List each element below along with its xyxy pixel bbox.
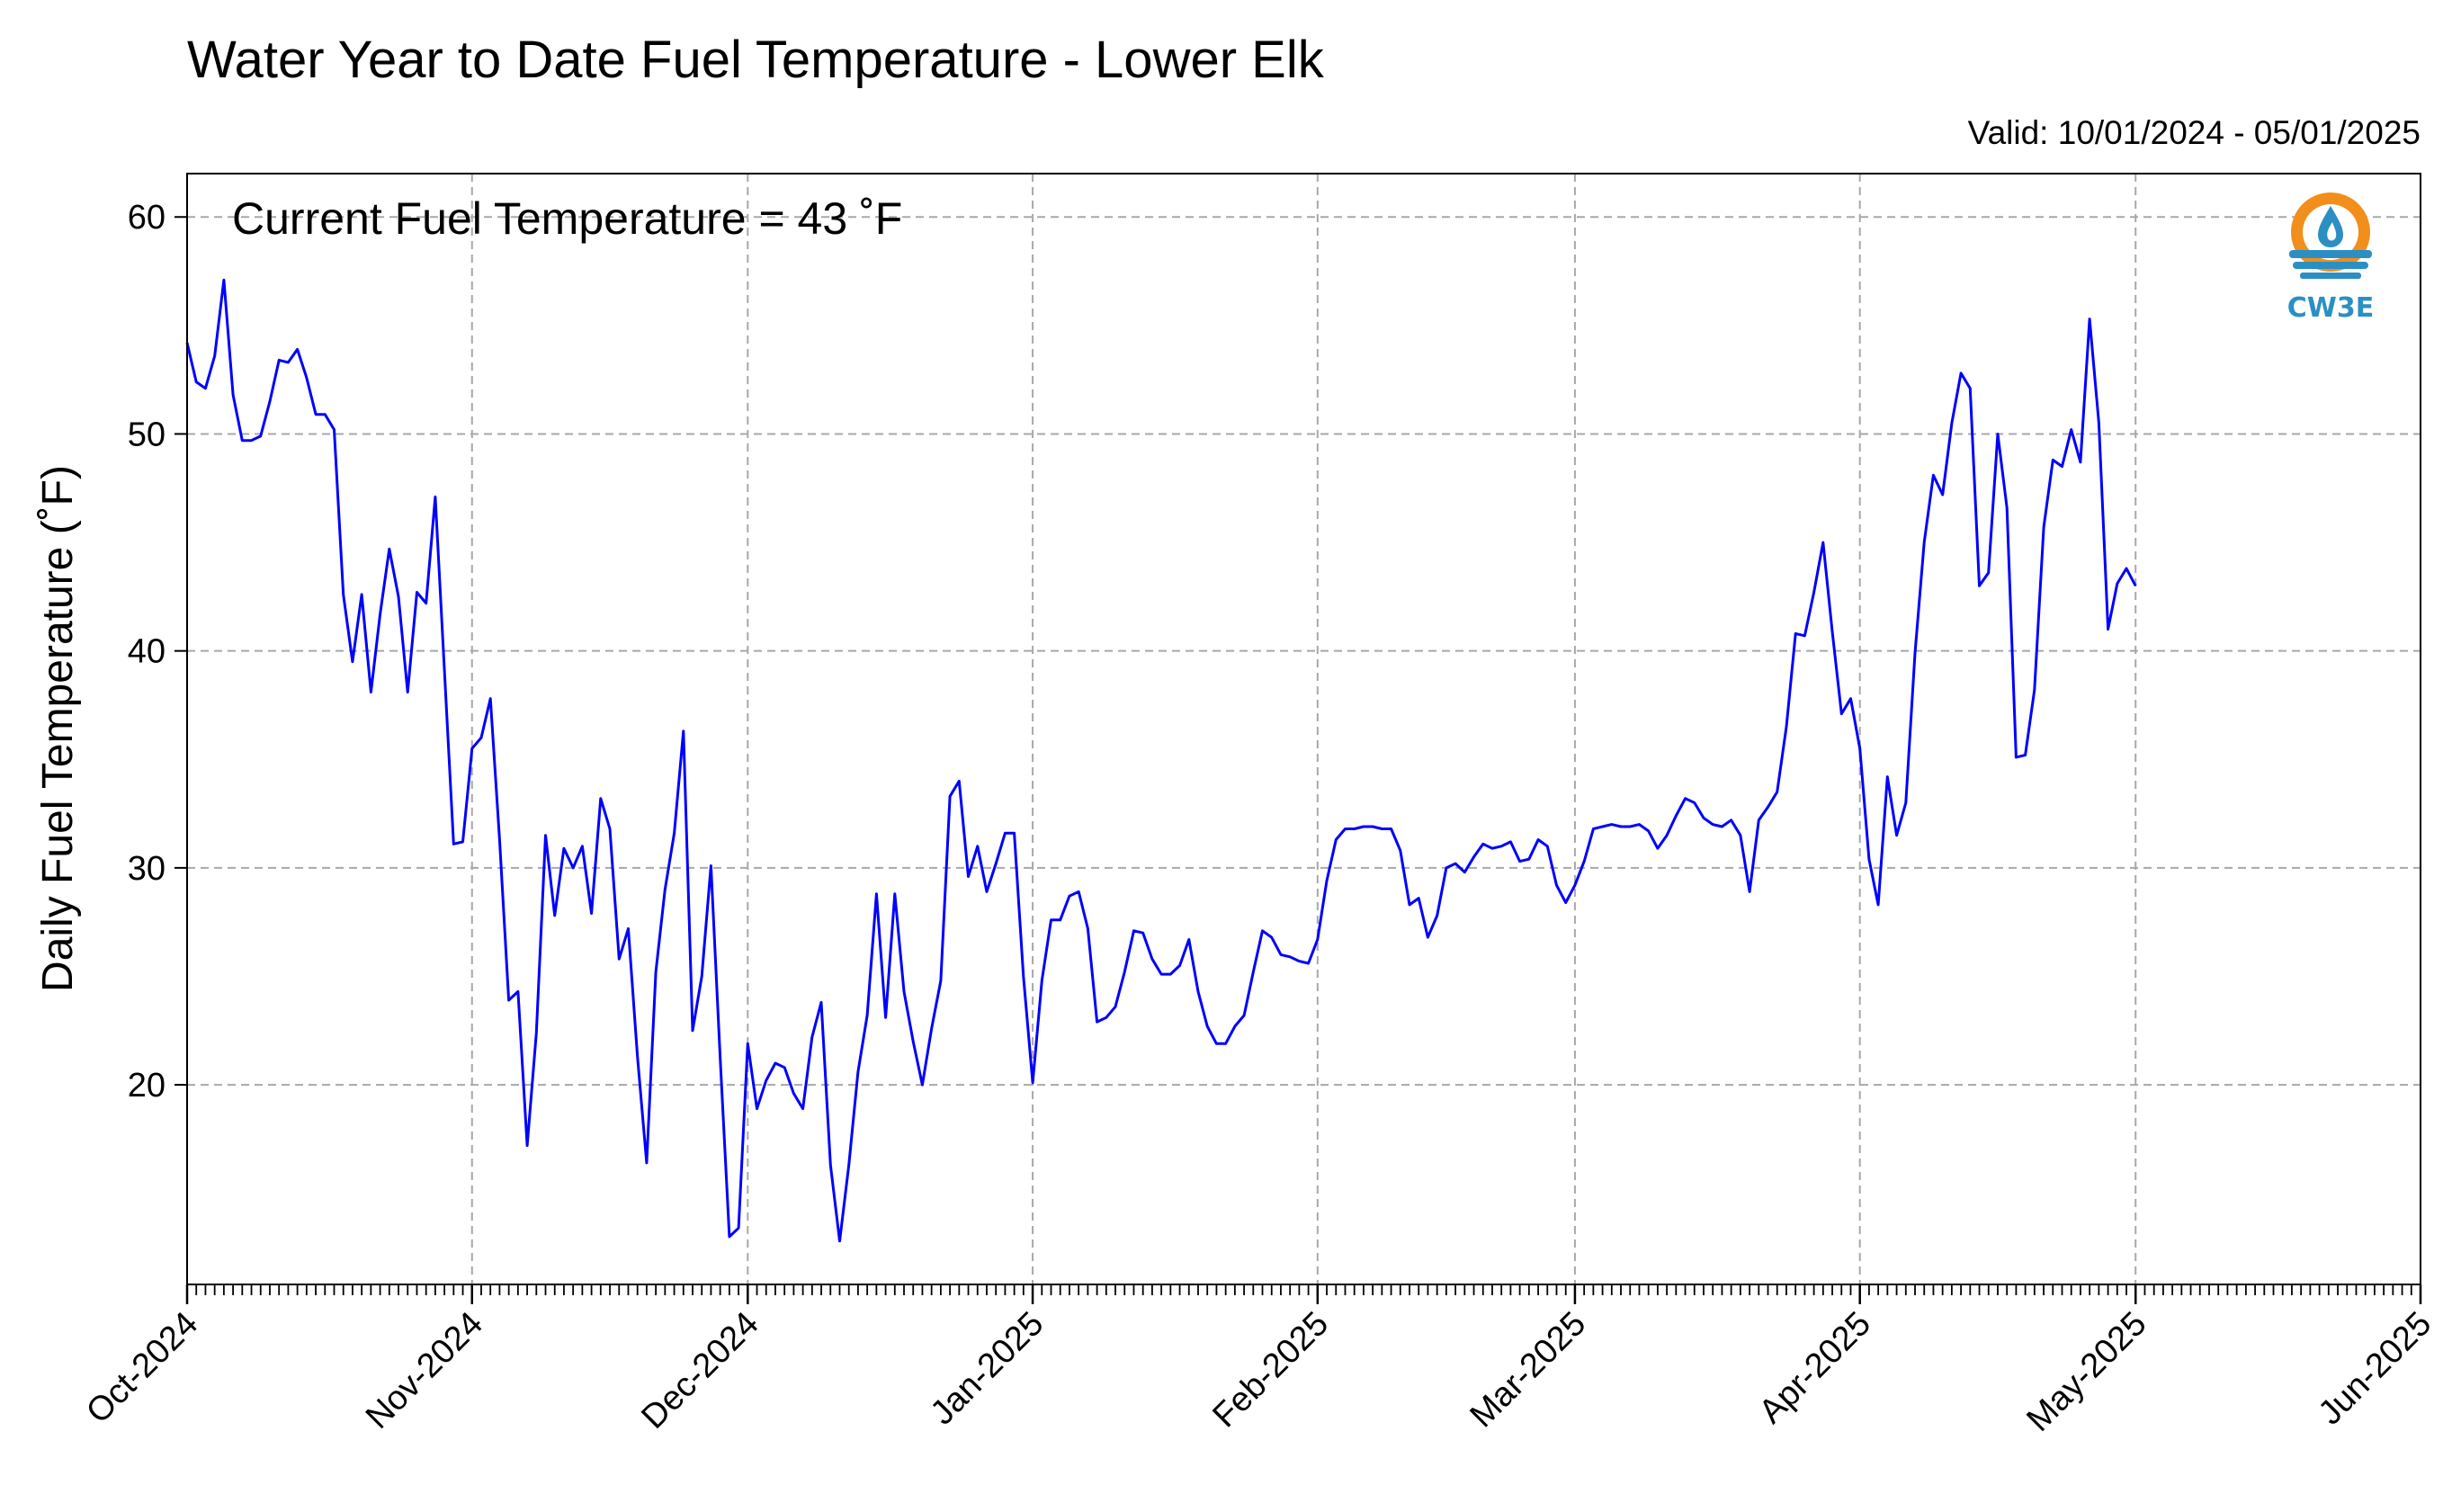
plot-frame xyxy=(186,173,2421,1285)
chart-title: Water Year to Date Fuel Temperature - Lo… xyxy=(187,31,1325,89)
y-tick-label: 60 xyxy=(128,199,166,237)
fuel-temperature-line xyxy=(185,278,2137,1243)
y-axis-label: Daily Fuel Temperature (˚F) xyxy=(34,465,82,992)
logo-wave-1 xyxy=(2289,250,2372,258)
logo-text: CW3E xyxy=(2287,292,2374,324)
logo-flame xyxy=(2327,222,2337,241)
logo-wave-2 xyxy=(2293,262,2368,269)
y-tick-label: 30 xyxy=(128,850,166,888)
logo-wave-3 xyxy=(2300,273,2361,279)
y-axis-ticks: 20 30 40 50 60 xyxy=(128,199,187,1105)
y-tick-label: 20 xyxy=(128,1067,166,1105)
y-tick-label: 40 xyxy=(128,633,166,671)
y-tick-label: 50 xyxy=(128,416,166,453)
valid-date-range: Valid: 10/01/2024 - 05/01/2025 xyxy=(1968,114,2421,151)
current-fuel-temperature-annotation: Current Fuel Temperature = 43 ˚F xyxy=(232,193,902,244)
gridlines xyxy=(187,174,2421,1284)
cw3e-logo: CW3E xyxy=(2287,192,2374,324)
